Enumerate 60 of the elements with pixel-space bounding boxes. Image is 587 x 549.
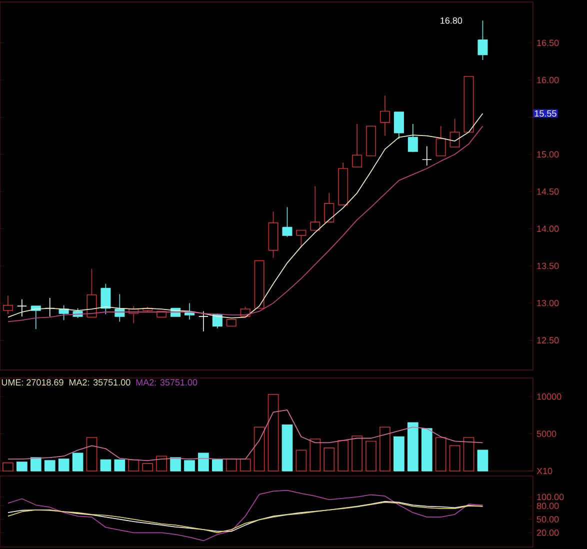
y-tick-label: 20.00 — [536, 530, 559, 536]
bar — [30, 457, 42, 472]
bar — [2, 462, 14, 472]
bar — [463, 437, 474, 472]
y-tick-label: 16.00 — [537, 76, 559, 84]
bar — [128, 459, 140, 472]
annotation: 16.80 — [440, 17, 462, 24]
y-tick-label: 12.50 — [537, 337, 559, 344]
bar — [324, 448, 335, 472]
bar — [198, 452, 209, 472]
bar — [268, 394, 279, 472]
bar — [226, 458, 237, 472]
y-tick-label: 13.00 — [537, 300, 559, 306]
bar — [100, 459, 112, 472]
bar — [352, 436, 362, 472]
bar — [380, 426, 390, 472]
bar — [212, 459, 223, 472]
y-tick-label: 80.00 — [536, 502, 559, 510]
y-tick-label: 100.00 — [537, 494, 564, 500]
y-tick-label: 5000 — [536, 430, 556, 437]
annotation: MA2: 35751.00 — [69, 379, 130, 386]
bar — [477, 450, 488, 472]
y-tick-label: 10000 — [537, 393, 562, 400]
bar — [58, 458, 70, 472]
y-tick-label: 16.50 — [537, 40, 559, 46]
bar — [114, 459, 126, 472]
candlestick — [2, 295, 13, 315]
bar — [310, 438, 321, 472]
bar — [254, 426, 265, 472]
bar — [366, 440, 376, 472]
bar — [296, 450, 307, 472]
bar — [16, 462, 28, 472]
candlestick — [184, 302, 194, 320]
bar — [156, 456, 167, 472]
bar — [421, 428, 432, 472]
candlestick — [422, 146, 432, 166]
bar — [407, 422, 418, 472]
y-tick-label: 15.00 — [537, 151, 559, 158]
y-tick-label: 13.50 — [537, 262, 559, 270]
bar — [338, 440, 349, 472]
bar — [142, 463, 154, 472]
bar — [240, 458, 251, 472]
text: 15.55 — [534, 110, 556, 117]
candlestick — [380, 95, 390, 136]
bar — [435, 437, 446, 472]
annotation: MA2: 35751.00 — [136, 379, 198, 386]
bar — [282, 424, 293, 472]
bar — [184, 460, 195, 472]
bar — [449, 445, 460, 472]
y-tick-label: 14.00 — [537, 226, 559, 232]
y-tick-label: 50.00 — [536, 516, 559, 522]
bar — [44, 460, 56, 472]
y-tick-label: X10 — [536, 468, 552, 474]
bar — [394, 436, 404, 472]
bar — [72, 452, 84, 472]
candlestick — [16, 298, 27, 317]
y-tick-label: 14.50 — [537, 188, 559, 195]
annotation: UME: 27018.69 — [2, 379, 64, 386]
bar — [170, 457, 181, 472]
bar — [86, 437, 98, 472]
